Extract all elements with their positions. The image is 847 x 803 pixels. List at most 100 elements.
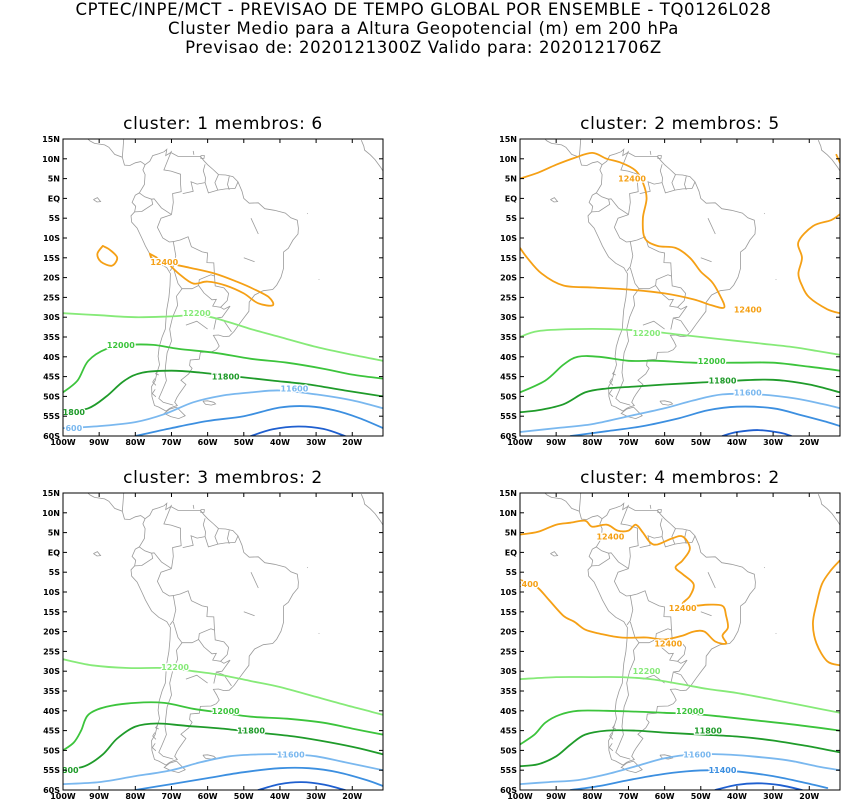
- coastline: [360, 140, 383, 172]
- lon-label: 40W: [270, 438, 290, 447]
- country-border: [173, 590, 215, 644]
- coastline: [817, 140, 840, 172]
- isoline-12200: [520, 327, 840, 356]
- lat-label: 40S: [43, 353, 60, 362]
- isoline-11400: [134, 405, 383, 436]
- lat-label: 5N: [48, 529, 60, 538]
- contour-label: 11600: [277, 750, 305, 759]
- coastline: [200, 509, 205, 513]
- coastline: [659, 400, 674, 406]
- map-frame: [62, 138, 384, 437]
- country-border: [151, 198, 172, 215]
- coastline: [202, 400, 217, 406]
- isoline-12400: [520, 152, 726, 309]
- lat-label: 15S: [43, 608, 60, 617]
- lat-label: 5N: [505, 529, 517, 538]
- contour-label: 11400: [709, 766, 737, 775]
- lon-label: 30W: [306, 792, 326, 801]
- contour-label: 11800: [694, 727, 722, 736]
- coastline: [611, 724, 616, 730]
- isoline-11800: [520, 729, 840, 768]
- contour-label: 12400: [734, 305, 762, 314]
- lon-label: 90W: [89, 438, 109, 447]
- lat-label: 10S: [43, 234, 60, 243]
- country-border: [156, 568, 177, 626]
- country-border: [134, 546, 154, 567]
- coastline: [121, 493, 125, 512]
- lat-label: 60S: [43, 432, 60, 441]
- lat-label: 60S: [43, 786, 60, 795]
- lat-label: 45S: [500, 373, 517, 382]
- coastline: [151, 389, 157, 398]
- lat-label: 20S: [43, 628, 60, 637]
- country-border: [620, 504, 639, 569]
- lon-label: 50W: [691, 438, 711, 447]
- lon-label: 100W: [507, 792, 533, 801]
- isoline-11200: [714, 782, 803, 790]
- lat-label: 5S: [49, 568, 61, 577]
- lat-label: 10N: [42, 509, 60, 518]
- lon-label: 80W: [125, 438, 145, 447]
- lon-label: 50W: [234, 438, 254, 447]
- lat-label: EQ: [505, 548, 517, 557]
- isoline-11400: [569, 769, 829, 790]
- contour-label: 12200: [633, 667, 661, 676]
- contour-label: 11600: [734, 388, 762, 397]
- coastline: [608, 743, 614, 752]
- country-border: [615, 621, 640, 760]
- coastline: [87, 493, 146, 520]
- coastline: [152, 732, 157, 740]
- country-border: [163, 504, 182, 569]
- lat-label: 30S: [500, 313, 517, 322]
- country-border: [613, 568, 634, 626]
- coastline: [550, 551, 559, 557]
- isoline-11600: [63, 753, 383, 785]
- lat-label: 20S: [43, 274, 60, 283]
- contour-label: 12200: [161, 663, 189, 672]
- country-border: [204, 536, 236, 548]
- lon-label: 80W: [125, 792, 145, 801]
- coastline: [200, 155, 205, 159]
- lon-label: 50W: [691, 792, 711, 801]
- isoline-12200: [63, 658, 383, 716]
- isoline-11600: [63, 389, 383, 429]
- country-border: [608, 552, 629, 569]
- lat-label: 55S: [43, 412, 60, 421]
- country-border: [250, 572, 259, 589]
- lat-label: EQ: [48, 548, 60, 557]
- country-border: [659, 518, 663, 537]
- lat-label: EQ: [48, 194, 60, 203]
- contour-label: 12000: [676, 707, 704, 716]
- isoline-12000: [520, 355, 840, 394]
- coastline: [93, 551, 102, 557]
- country-border: [243, 257, 255, 263]
- map-frame: [519, 138, 841, 437]
- lat-label: 15N: [42, 135, 60, 144]
- lat-label: 15N: [499, 489, 517, 498]
- coastline: [609, 732, 614, 740]
- isoline-12400: [520, 519, 729, 645]
- lon-label: 20W: [342, 792, 362, 801]
- country-border: [639, 535, 663, 548]
- coastline: [608, 389, 614, 398]
- lat-label: 25S: [500, 293, 517, 302]
- country-border: [691, 181, 696, 189]
- lat-label: 5N: [505, 175, 517, 184]
- country-border: [707, 572, 716, 589]
- lat-label: 60S: [500, 786, 517, 795]
- isoline-12200: [63, 312, 383, 362]
- lon-label: 70W: [161, 438, 181, 447]
- lat-label: 10S: [500, 588, 517, 597]
- lat-label: 40S: [43, 707, 60, 716]
- coastline: [817, 494, 840, 526]
- country-border: [227, 530, 230, 544]
- country-border: [613, 214, 634, 272]
- country-border: [673, 317, 689, 333]
- coastline: [192, 504, 195, 509]
- country-border: [620, 150, 639, 215]
- contour-label: 11800: [709, 377, 737, 386]
- country-border: [608, 198, 629, 215]
- country-border: [591, 546, 611, 567]
- lon-label: 30W: [763, 438, 783, 447]
- coastline: [130, 502, 299, 766]
